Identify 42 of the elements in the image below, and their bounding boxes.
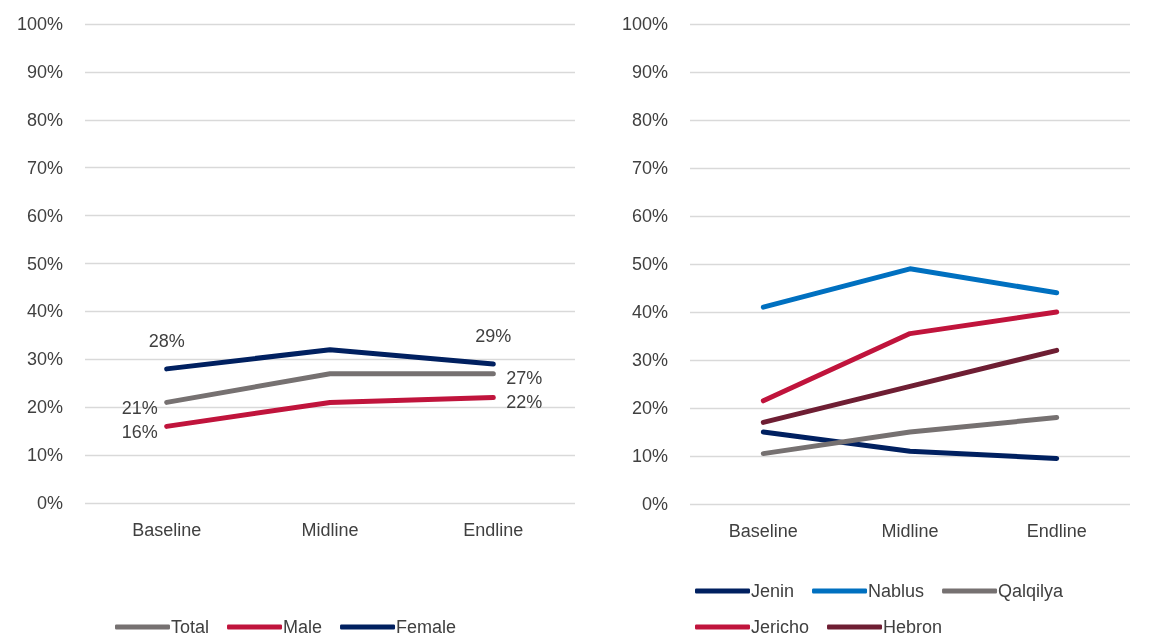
y-tick-label: 80% (631, 110, 668, 130)
y-tick-label: 20% (26, 397, 63, 418)
y-tick-label: 60% (631, 206, 668, 226)
y-tick-label: 40% (26, 301, 63, 322)
x-tick-label: Midline (881, 521, 939, 541)
legend-label: Nablus (868, 581, 925, 601)
legend-label: Jenin (751, 581, 795, 601)
data-label: 29% (475, 326, 512, 347)
y-tick-label: 50% (26, 253, 63, 274)
data-label: 22% (506, 391, 543, 412)
y-tick-label: 40% (631, 302, 668, 322)
x-tick-label: Midline (301, 520, 359, 540)
y-tick-label: 90% (26, 61, 63, 82)
legend-label: Female (396, 617, 457, 637)
y-tick-label: 100% (16, 14, 63, 34)
data-label: 28% (148, 330, 185, 351)
y-tick-label: 70% (631, 158, 668, 178)
data-label: 27% (506, 367, 543, 388)
legend-label: Qalqilya (998, 581, 1065, 601)
y-tick-label: 10% (26, 445, 63, 466)
legend-label: Total (171, 617, 210, 637)
y-tick-label: 90% (631, 62, 668, 82)
data-label: 16% (121, 422, 158, 443)
legend-label: Hebron (883, 617, 943, 637)
y-tick-label: 100% (621, 14, 668, 34)
legend-label: Jericho (751, 617, 810, 637)
y-tick-label: 60% (26, 205, 63, 226)
x-tick-label: Baseline (728, 521, 798, 541)
y-tick-label: 30% (26, 349, 63, 370)
data-label: 21% (121, 398, 158, 419)
legend-label: Male (283, 617, 323, 637)
y-tick-label: 80% (26, 109, 63, 130)
y-tick-label: 20% (631, 398, 668, 418)
y-tick-label: 0% (641, 494, 668, 514)
x-tick-label: Endline (463, 520, 524, 540)
y-tick-label: 50% (631, 254, 668, 274)
y-tick-label: 30% (631, 350, 668, 370)
y-tick-label: 10% (631, 446, 668, 466)
y-tick-label: 70% (26, 157, 63, 178)
y-tick-label: 0% (36, 493, 63, 513)
x-tick-label: Baseline (132, 520, 202, 540)
x-tick-label: Endline (1026, 521, 1087, 541)
